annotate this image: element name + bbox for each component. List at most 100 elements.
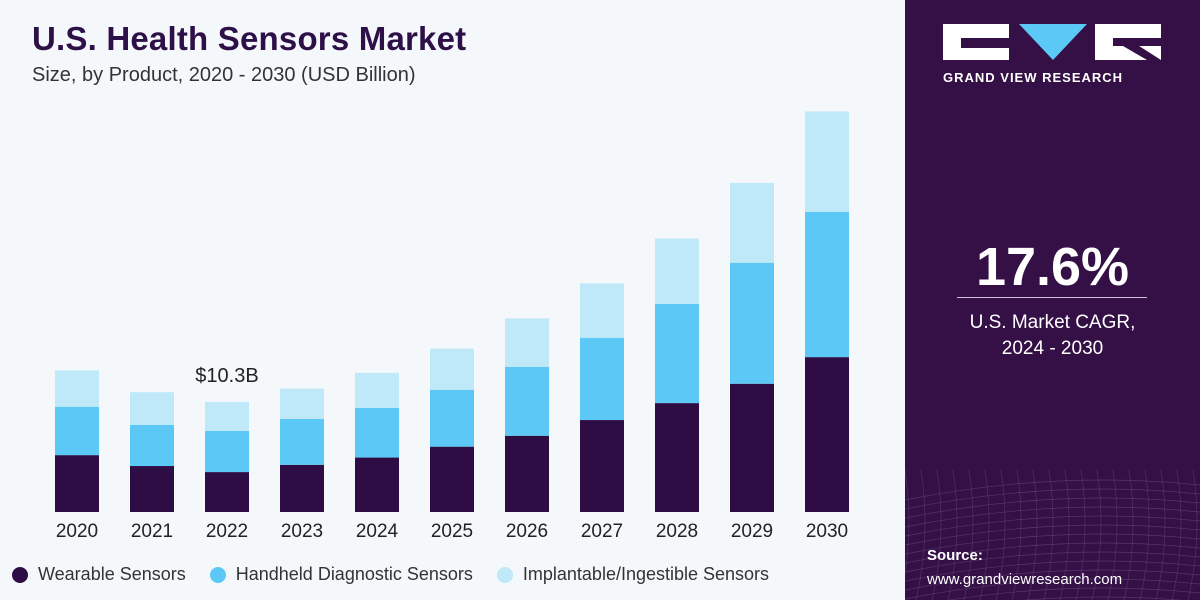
bar-segment-2023-s1 [280,418,324,465]
legend-item-1: Handheld Diagnostic Sensors [209,564,473,585]
grid-line [905,515,1200,537]
grid-line [1091,470,1102,600]
bar-segment-2025-s2 [430,348,474,390]
legend-swatch [209,566,226,583]
legend-item-2: Implantable/Ingestible Sensors [496,564,770,585]
grid-line [1027,470,1038,600]
bar-segment-2028-s0 [655,403,699,512]
grand-view-research-logo [943,24,1161,60]
chart-title: U.S. Health Sensors Market [32,20,467,57]
bar-segment-2028-s2 [655,238,699,304]
chart-panel: U.S. Health Sensors Market Size, by Prod… [12,20,849,585]
grid-line [905,569,1200,591]
bar-segment-2024-s0 [355,457,399,512]
cagr-value: 17.6% [975,237,1130,297]
bar-segment-2027-s2 [580,283,624,338]
grid-line [1075,470,1086,600]
grid-line [995,470,1006,600]
grid-line [905,542,1200,564]
source-url[interactable]: www.grandviewresearch.com [927,571,1123,588]
grid-line [905,551,1200,573]
cagr-label-line1: U.S. Market CAGR, [969,312,1136,333]
bar-segment-2029-s0 [730,383,774,512]
source-label: Source: [927,547,983,564]
bar-segment-2027-s0 [580,420,624,512]
grid-line [1139,470,1150,600]
bar-segment-2022-s0 [205,472,249,512]
grid-line [931,470,942,600]
bar-segment-2022-s1 [205,430,249,473]
x-tick-label: 2029 [731,521,773,542]
grid-line [905,497,1200,519]
grid-line [915,470,926,600]
bar-segment-2026-s2 [505,318,549,367]
bar-segment-2020-s2 [55,370,99,407]
bar-segment-2029-s1 [730,262,774,384]
brand-name: GRAND VIEW RESEARCH [943,70,1124,85]
bar-segment-2030-s0 [805,357,849,512]
bar-segment-2024-s1 [355,407,399,458]
grid-line [1123,470,1134,600]
bar-segment-2026-s1 [505,366,549,436]
grid-line [947,587,1200,600]
grid-line [1043,470,1054,600]
x-tick-label: 2024 [356,521,399,542]
grid-line [947,470,958,600]
grid-line [1059,470,1070,600]
x-tick-label: 2028 [656,521,698,542]
x-tick-label: 2027 [581,521,623,542]
x-tick-label: 2020 [56,521,98,542]
grid-line [1187,470,1198,600]
legend-swatch [496,566,513,583]
data-annotation: $10.3B [195,365,258,387]
cagr-divider [957,297,1147,298]
bar-segment-2023-s0 [280,464,324,512]
x-tick-label: 2021 [131,521,173,542]
bar-segment-2021-s0 [130,466,174,512]
bar-segment-2021-s1 [130,424,174,467]
bar-segment-2020-s1 [55,406,99,456]
legend-label: Implantable/Ingestible Sensors [522,564,770,584]
cagr-label-line2: 2024 - 2030 [1001,338,1104,359]
grid-line [905,524,1200,546]
bar-segment-2027-s1 [580,337,624,421]
legend-label: Handheld Diagnostic Sensors [235,564,473,584]
grid-line [905,488,1200,510]
grid-line [905,470,910,577]
bar-segment-2024-s2 [355,372,399,408]
bar-segment-2030-s1 [805,211,849,358]
decorative-grid-graphic [905,470,1200,600]
bar-segment-2025-s0 [430,446,474,512]
bar-segment-2020-s0 [55,455,99,512]
legend-label: Wearable Sensors [38,564,186,584]
x-tick-label: 2026 [506,521,548,542]
bar-segment-2028-s1 [655,303,699,404]
x-tick-label: 2025 [431,521,473,542]
grid-line [905,578,1200,600]
x-tick-label: 2030 [806,521,848,542]
bar-segment-2025-s1 [430,389,474,447]
source-block: Source: www.grandviewresearch.com [927,544,1122,592]
bar-segment-2023-s2 [280,388,324,419]
grid-line [905,533,1200,555]
x-tick-label: 2023 [281,521,323,542]
cagr-label: U.S. Market CAGR, 2024 - 2030 [905,310,1200,362]
grid-line [1011,470,1022,600]
grid-line [1155,470,1166,600]
legend-swatch [12,566,28,583]
bar-segment-2026-s0 [505,435,549,512]
bar-segment-2021-s2 [130,392,174,425]
brand-panel: GRAND VIEW RESEARCH 17.6% U.S. Market CA… [905,0,1200,600]
bar-segment-2022-s2 [205,401,249,431]
grid-line [1171,470,1182,600]
chart-subtitle: Size, by Product, 2020 - 2030 (USD Billi… [32,64,416,86]
bar-segment-2029-s2 [730,182,774,263]
grid-line [905,506,1200,528]
stacked-bar-chart: 2020 2021 2022 $10.3B 2023 2024 2025 2026 2027 20… [55,111,849,542]
bar-segment-2030-s2 [805,111,849,212]
grid-line [1022,596,1183,600]
legend-item-0: Wearable Sensors [12,564,186,585]
grid-line [963,470,974,600]
grid-line [979,470,990,600]
chart-legend: Wearable Sensors Handheld Diagnostic Sens… [12,564,793,585]
